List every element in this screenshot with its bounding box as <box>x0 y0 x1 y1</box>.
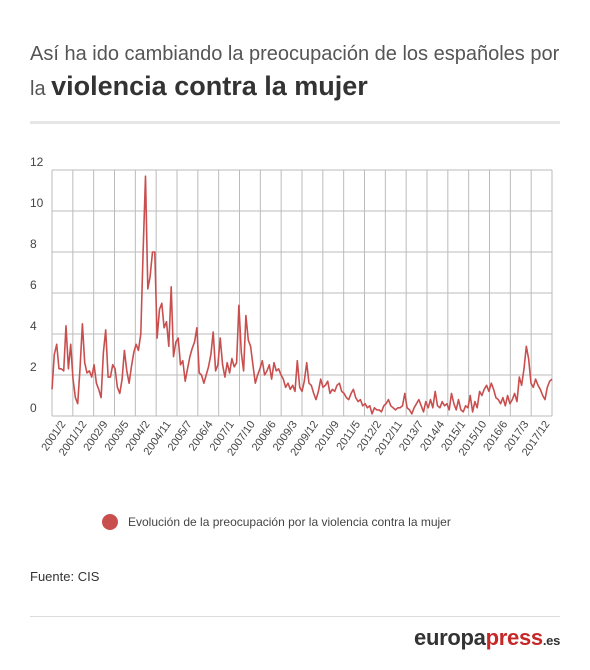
legend: Evolución de la preocupación por la viol… <box>102 514 451 530</box>
line-chart: 0246810122001/22001/122002/92003/52004/2… <box>30 155 553 458</box>
chart-title: Así ha ido cambiando la preocupación de … <box>30 40 570 107</box>
brand-part-1: europa <box>414 625 486 650</box>
y-tick-label: 8 <box>30 237 37 251</box>
title-line-2: la violencia contra la mujer <box>30 68 570 107</box>
source-note: Fuente: CIS <box>30 569 100 584</box>
header-divider <box>30 121 560 124</box>
brand-part-2: press <box>485 625 544 650</box>
footer-divider <box>30 616 560 617</box>
brand-logo: europapress.es <box>414 625 560 651</box>
y-tick-label: 12 <box>30 155 44 169</box>
title-highlight: violencia contra la mujer <box>51 71 368 101</box>
y-tick-label: 6 <box>30 278 37 292</box>
y-tick-label: 10 <box>30 196 44 210</box>
legend-label: Evolución de la preocupación por la viol… <box>128 515 451 529</box>
title-line-1: Así ha ido cambiando la preocupación de … <box>30 43 560 65</box>
series-line <box>51 175 553 415</box>
y-tick-label: 0 <box>30 401 37 415</box>
legend-marker <box>102 514 118 530</box>
brand-part-3: .es <box>542 633 560 648</box>
title-prefix: la <box>30 78 46 100</box>
y-tick-label: 4 <box>30 319 37 333</box>
y-tick-label: 2 <box>30 360 37 374</box>
